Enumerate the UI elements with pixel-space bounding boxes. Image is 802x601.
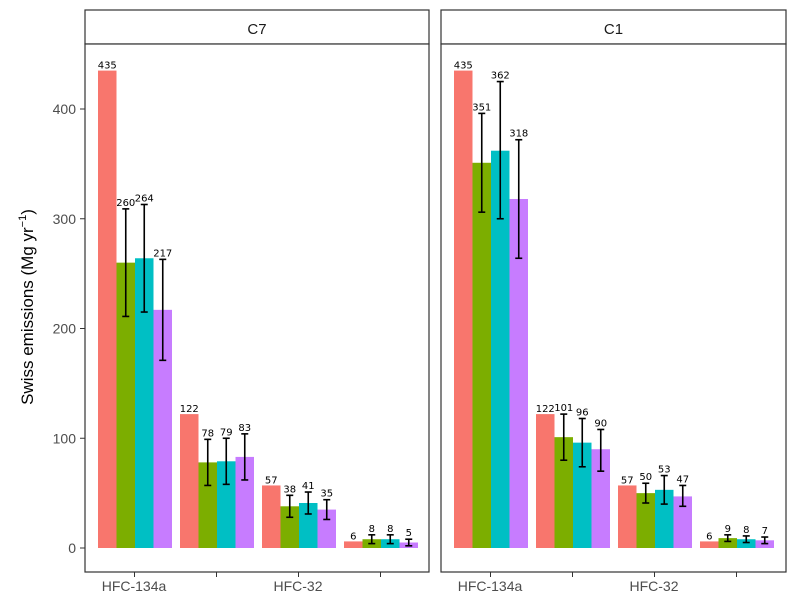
bar-value-label: 8 xyxy=(743,525,749,536)
bar xyxy=(737,539,756,548)
bar-value-label: 9 xyxy=(725,524,731,535)
y-tick-label: 400 xyxy=(53,101,77,117)
x-tick-label: HFC-134a xyxy=(458,578,523,594)
facet-strip xyxy=(440,9,787,45)
panel-c7: C7 435 260 264 217 122 78 79 83 57 38 41 35 6 8 8 5 HFC-1… xyxy=(84,9,430,594)
facet-strip xyxy=(84,9,430,45)
bar-value-label: 8 xyxy=(387,524,393,535)
y-tick-label: 0 xyxy=(68,540,76,556)
bar-value-label: 53 xyxy=(658,465,671,476)
bar xyxy=(235,456,254,548)
facet-strip-title: C1 xyxy=(604,21,623,38)
panel-c1: C1 435 351 362 318 122 101 96 90 57 50 53 47 6 9 8 7 HFC-… xyxy=(440,9,787,594)
bar-value-label: 83 xyxy=(238,423,251,434)
bar xyxy=(135,258,154,548)
bar xyxy=(554,437,573,548)
bar xyxy=(198,462,217,548)
bar-value-label: 79 xyxy=(220,427,233,438)
y-tick-label: 100 xyxy=(53,430,77,446)
bar-value-label: 8 xyxy=(369,524,375,535)
y-axis-title: Swiss emissions (Mg yr−1) xyxy=(17,209,37,405)
bar-value-label: 57 xyxy=(265,475,278,486)
bar xyxy=(673,496,692,548)
bar-value-label: 6 xyxy=(706,531,712,542)
bar-value-label: 90 xyxy=(594,418,607,429)
x-tick-label: HFC-32 xyxy=(629,578,678,594)
bar xyxy=(217,461,236,548)
bar-value-label: 47 xyxy=(676,474,689,485)
bar-value-label: 5 xyxy=(406,528,412,539)
bar xyxy=(718,538,737,548)
bar xyxy=(317,509,336,548)
bar-value-label: 101 xyxy=(554,403,573,414)
bar-value-label: 260 xyxy=(116,198,135,209)
bar-value-label: 435 xyxy=(454,61,473,72)
x-tick-label: HFC-32 xyxy=(273,578,322,594)
bar-value-label: 38 xyxy=(283,484,296,495)
bar xyxy=(491,150,510,548)
bar xyxy=(344,541,363,548)
bar-value-label: 6 xyxy=(350,531,356,542)
bar xyxy=(700,541,719,548)
bar xyxy=(280,506,299,548)
bar-value-label: 264 xyxy=(135,193,154,204)
y-tick-label: 300 xyxy=(53,211,77,227)
bar-value-label: 57 xyxy=(621,475,634,486)
bar xyxy=(591,449,610,548)
x-tick-label: HFC-134a xyxy=(102,578,167,594)
bar xyxy=(536,414,555,548)
bar-value-label: 41 xyxy=(302,481,315,492)
bar-value-label: 78 xyxy=(201,428,214,439)
bar xyxy=(153,309,172,548)
bar xyxy=(636,493,655,548)
bar xyxy=(98,70,117,549)
bar xyxy=(472,162,491,548)
bar xyxy=(454,70,473,549)
y-tick-label: 200 xyxy=(53,321,77,337)
bar-value-label: 362 xyxy=(491,71,510,82)
bar xyxy=(655,489,674,548)
bar-value-label: 122 xyxy=(180,404,199,415)
bar-value-label: 351 xyxy=(472,102,491,113)
bar xyxy=(618,485,637,548)
bar-value-label: 35 xyxy=(320,489,333,500)
bar xyxy=(116,262,135,548)
bar-value-label: 318 xyxy=(509,129,528,140)
facet-strip-title: C7 xyxy=(247,21,266,38)
bar-value-label: 50 xyxy=(639,472,652,483)
bar-value-label: 122 xyxy=(536,404,555,415)
bar xyxy=(509,198,528,548)
bar-value-label: 217 xyxy=(153,248,172,259)
bar xyxy=(573,442,592,548)
bar-value-label: 7 xyxy=(762,526,768,537)
bar xyxy=(299,503,318,548)
bar xyxy=(180,414,199,548)
bar-value-label: 96 xyxy=(576,407,589,418)
bar xyxy=(262,485,281,548)
bar-value-label: 435 xyxy=(98,61,117,72)
